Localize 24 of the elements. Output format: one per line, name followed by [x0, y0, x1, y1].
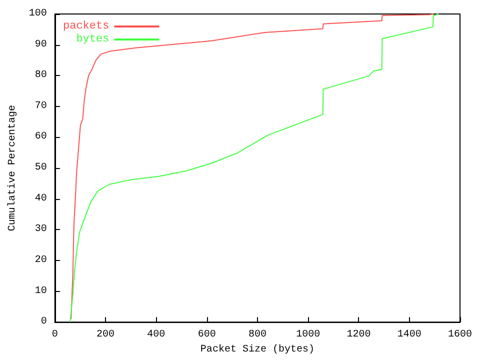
x-tick-label: 1000: [296, 330, 320, 341]
y-tick-label: 60: [34, 132, 47, 143]
y-tick-label: 80: [34, 70, 47, 82]
x-tick-label: 1600: [448, 330, 472, 341]
y-tick-label: 0: [40, 316, 47, 328]
x-tick-label: 0: [52, 330, 58, 341]
y-tick-label: 40: [34, 193, 47, 204]
y-tick-label: 20: [34, 254, 47, 266]
x-tick-label: 800: [248, 330, 266, 341]
x-tick-label: 600: [198, 330, 216, 341]
y-axis-title: Cumulative Percentage: [6, 105, 18, 232]
legend-label: bytes: [76, 34, 110, 46]
x-tick-label: 200: [96, 330, 115, 341]
y-tick-label: 100: [28, 8, 47, 20]
y-tick-label: 90: [34, 39, 47, 50]
legend-label: packets: [62, 20, 110, 32]
x-axis-title: Packet Size (bytes): [200, 344, 314, 356]
y-tick-label: 70: [34, 100, 47, 112]
x-tick-label: 1200: [346, 330, 371, 341]
y-tick-label: 10: [34, 286, 47, 297]
y-tick-label: 30: [34, 224, 47, 236]
x-tick-label: 1400: [397, 330, 422, 341]
y-tick-label: 50: [34, 162, 47, 174]
x-tick-label: 400: [147, 330, 166, 341]
